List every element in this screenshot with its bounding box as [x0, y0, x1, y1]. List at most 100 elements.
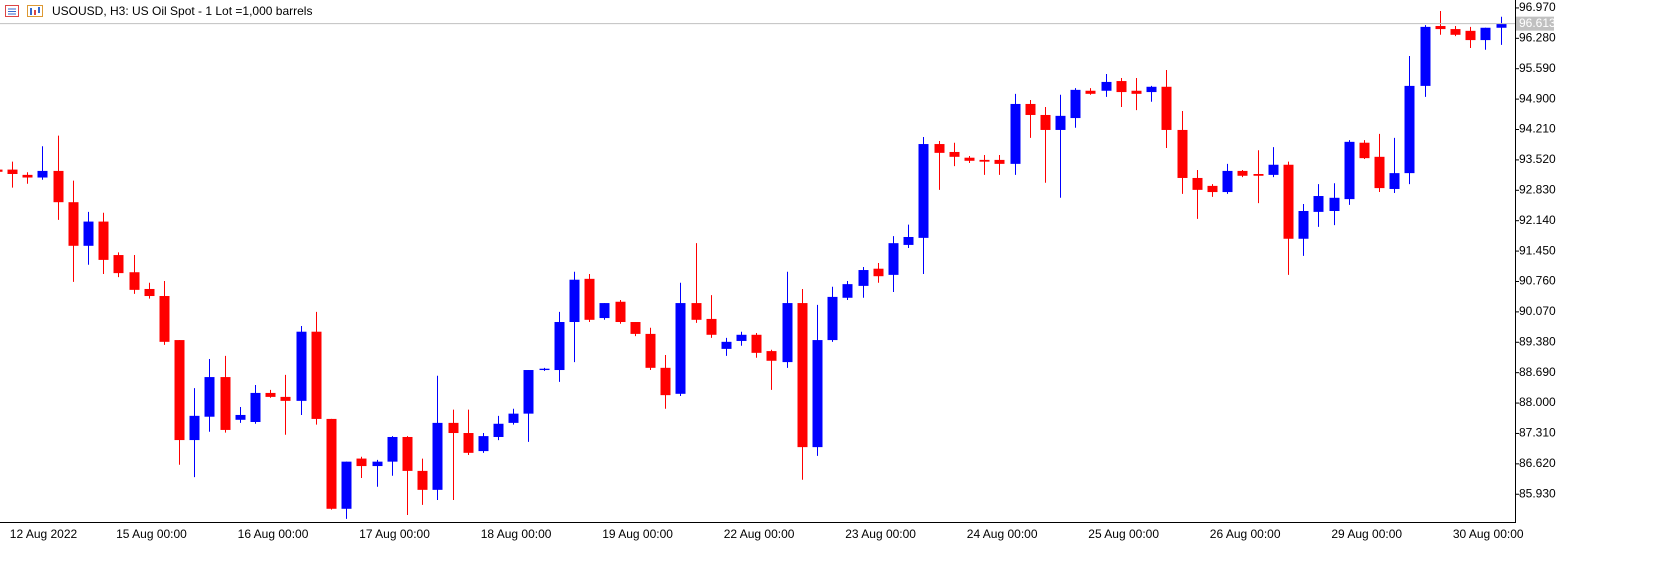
y-tick-label: 90.070: [1519, 304, 1556, 318]
y-tick-label: 88.000: [1519, 395, 1556, 409]
candle-body: [782, 303, 793, 363]
candle-body: [174, 340, 185, 441]
candle-body: [1040, 114, 1051, 130]
y-tick-label: 88.690: [1519, 365, 1556, 379]
x-tick-label: 24 Aug 00:00: [967, 527, 1038, 541]
menu-icon: [5, 5, 19, 17]
candle-body: [235, 414, 246, 420]
candle-body: [675, 303, 686, 394]
candle-body: [356, 458, 367, 467]
candle-body: [1374, 156, 1385, 189]
candle-body: [1055, 115, 1066, 130]
candle-body: [1465, 30, 1476, 41]
candle-body: [569, 279, 580, 323]
candle-body: [1085, 90, 1096, 94]
candle-body: [326, 418, 337, 509]
candle-body: [372, 461, 383, 467]
candle-body: [220, 377, 231, 430]
candle-body: [994, 159, 1005, 164]
candle-body: [554, 322, 565, 371]
candle-body: [797, 303, 808, 448]
candle-body: [1253, 174, 1264, 176]
candle-body: [1496, 23, 1507, 28]
y-tick-label: 85.930: [1519, 486, 1556, 500]
candle-body: [265, 392, 276, 397]
y-tick-label: 86.620: [1519, 456, 1556, 470]
candle-body: [113, 255, 124, 274]
candle-body: [1161, 86, 1172, 130]
candle-body: [1207, 185, 1218, 193]
candle-body: [949, 151, 960, 157]
candle-body: [979, 159, 990, 162]
candle-body: [463, 433, 474, 453]
candle-body: [1450, 29, 1461, 35]
candle-body: [1313, 196, 1324, 212]
y-tick-label: 90.760: [1519, 274, 1556, 288]
x-tick-label: 22 Aug 00:00: [724, 527, 795, 541]
x-tick-label: 25 Aug 00:00: [1088, 527, 1159, 541]
candle-body: [584, 278, 595, 320]
candle-body: [766, 351, 777, 361]
y-tick-label: 92.830: [1519, 182, 1556, 196]
y-tick-label: 87.310: [1519, 426, 1556, 440]
candle-body: [1192, 177, 1203, 190]
candle-body: [98, 221, 109, 260]
last-price-label: 96.613: [1519, 16, 1556, 30]
candle-body: [1435, 25, 1446, 30]
candle-body: [189, 415, 200, 441]
candle-body: [280, 396, 291, 401]
candle-body: [1025, 103, 1036, 115]
candle-body: [478, 436, 489, 452]
candle-body: [83, 221, 94, 246]
candle-body: [934, 144, 945, 153]
x-tick-label: 16 Aug 00:00: [238, 527, 309, 541]
x-tick-label: 17 Aug 00:00: [359, 527, 430, 541]
candle-body: [1404, 85, 1415, 174]
candle-body: [508, 413, 519, 423]
candle-body: [68, 202, 79, 246]
candle-body: [721, 341, 732, 349]
x-tick-label: 19 Aug 00:00: [602, 527, 673, 541]
candle-body: [1344, 141, 1355, 200]
candle-body: [311, 331, 322, 419]
candle-body: [1101, 81, 1112, 91]
last-price-box: [1516, 16, 1554, 31]
candle-body: [341, 461, 352, 509]
candle-body: [7, 169, 18, 174]
candle-body: [858, 270, 869, 286]
candle-body: [417, 470, 428, 490]
candle-body: [645, 333, 656, 368]
y-tick-label: 92.140: [1519, 213, 1556, 227]
candle-body: [402, 436, 413, 471]
candle-body: [751, 334, 762, 353]
candle-body: [204, 377, 215, 417]
y-tick-label: 96.970: [1519, 0, 1556, 14]
candle-body: [736, 334, 747, 341]
candle-body: [523, 370, 534, 414]
candle-body: [599, 303, 610, 319]
candle-body: [250, 392, 261, 423]
candle-body: [1389, 173, 1400, 189]
candle-body: [1177, 129, 1188, 178]
y-tick-label: 94.210: [1519, 122, 1556, 136]
candle-body: [1268, 164, 1279, 175]
candle-body: [129, 272, 140, 290]
candle-body: [1480, 27, 1491, 41]
x-tick-label: 23 Aug 00:00: [845, 527, 916, 541]
candle-body: [873, 268, 884, 277]
x-tick-label: 12 Aug 2022: [10, 527, 78, 541]
candle-body: [1237, 170, 1248, 176]
candle-body: [1146, 86, 1157, 93]
candle-body: [22, 174, 33, 178]
candle-body: [615, 301, 626, 323]
candle-body: [1222, 170, 1233, 193]
candle-body: [144, 288, 155, 297]
candle-body: [827, 296, 838, 341]
candle-body: [903, 236, 914, 245]
x-tick-label: 18 Aug 00:00: [481, 527, 552, 541]
x-tick-label: 29 Aug 00:00: [1331, 527, 1402, 541]
x-tick-label: 30 Aug 00:00: [1453, 527, 1524, 541]
y-tick-label: 91.450: [1519, 243, 1556, 257]
